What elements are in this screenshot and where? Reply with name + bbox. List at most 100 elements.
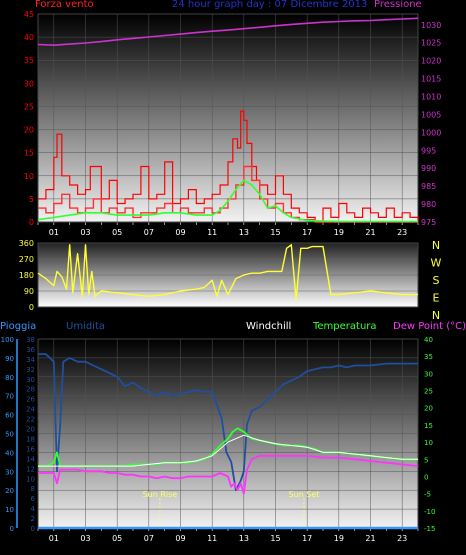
- y3-tick-label: 10: [424, 439, 433, 447]
- y2-tick-label: 20: [26, 426, 35, 434]
- y-tick-label: 15: [24, 149, 34, 158]
- y-tick-label: 100: [1, 336, 14, 344]
- y-tick-label: 50: [5, 431, 14, 439]
- y2-tick-label: 32: [26, 366, 35, 374]
- x-tick-label: 11: [207, 534, 217, 543]
- y2-tick-label: 6: [31, 495, 36, 503]
- compass-label: E: [433, 292, 440, 305]
- plot-background: [38, 14, 418, 222]
- y3-tick-label: -10: [424, 508, 435, 516]
- x-tick-label: 15: [270, 228, 280, 237]
- y2-tick-label: 995: [421, 146, 436, 155]
- compass-label: N: [432, 239, 440, 252]
- y-tick-label: 10: [24, 172, 34, 181]
- y2-tick-label: 1020: [421, 57, 441, 66]
- wind-average-line: [37, 179, 418, 223]
- y2-tick-label: 24: [26, 406, 35, 414]
- windchill-line: [38, 434, 418, 467]
- y3-tick-label: 40: [424, 336, 433, 344]
- y-tick-label: 30: [24, 79, 34, 88]
- y2-tick-label: 36: [26, 346, 35, 354]
- x-tick-label: 23: [397, 228, 407, 237]
- y2-tick-label: 990: [421, 164, 436, 173]
- y-tick-label: 360: [19, 239, 34, 248]
- x-tick-label: 13: [239, 228, 249, 237]
- y-tick-label: 90: [5, 355, 14, 363]
- pressure-line: [37, 17, 419, 47]
- y2-tick-label: 1005: [421, 110, 441, 119]
- y2-tick-label: 30: [26, 376, 35, 384]
- sun-marker-label: Sun Rise: [143, 490, 178, 499]
- x-tick-label: 19: [334, 228, 344, 237]
- y-tick-label: 10: [5, 506, 14, 514]
- y-tick-label: 20: [24, 126, 34, 135]
- humidity-label: Umidita: [66, 321, 106, 332]
- y-tick-label: 0: [10, 525, 14, 533]
- compass-label: S: [433, 274, 440, 287]
- x-tick-label: 09: [175, 228, 185, 237]
- y3-tick-label: 25: [424, 388, 433, 396]
- y2-tick-label: 1015: [421, 75, 441, 84]
- y3-tick-label: 15: [424, 422, 433, 430]
- y-tick-label: 60: [5, 412, 14, 420]
- temperature-humidity-panel: 0102030405060708090100024681012141618202…: [1, 336, 436, 543]
- x-tick-label: 19: [334, 534, 344, 543]
- y2-tick-label: 980: [421, 200, 436, 209]
- direction-line: [37, 244, 418, 301]
- rain-label: Pioggia: [0, 321, 37, 332]
- y-tick-label: 25: [24, 102, 34, 111]
- y2-tick-label: 2: [31, 515, 35, 523]
- y-tick-label: 20: [5, 487, 14, 495]
- x-tick-label: 21: [365, 534, 375, 543]
- graph-title: 24 hour graph day : 07 Dicembre 2013: [172, 0, 368, 10]
- dewpoint-line: [38, 454, 419, 495]
- y-tick-label: 90: [24, 287, 34, 296]
- y-tick-label: 0: [29, 303, 34, 312]
- compass-label: W: [431, 257, 442, 270]
- compass-label: N: [432, 309, 440, 322]
- y-tick-label: 30: [5, 468, 14, 476]
- x-tick-label: 17: [302, 228, 312, 237]
- x-tick-label: 03: [80, 228, 90, 237]
- x-tick-label: 05: [112, 228, 122, 237]
- y3-tick-label: 5: [424, 456, 428, 464]
- y2-tick-label: 18: [26, 435, 35, 443]
- x-tick-label: 05: [112, 534, 122, 543]
- y2-tick-label: 26: [26, 396, 35, 404]
- x-tick-label: 15: [270, 534, 280, 543]
- y2-tick-label: 8: [31, 485, 35, 493]
- y3-tick-label: 30: [424, 370, 433, 378]
- y-tick-label: 270: [19, 255, 34, 264]
- y2-tick-label: 28: [26, 386, 35, 394]
- x-tick-label: 01: [49, 534, 59, 543]
- x-tick-label: 01: [49, 228, 59, 237]
- x-tick-label: 09: [175, 534, 185, 543]
- y-tick-label: 70: [5, 393, 14, 401]
- y-tick-label: 180: [19, 271, 34, 280]
- y3-tick-label: 0: [424, 473, 428, 481]
- y2-tick-label: 1030: [421, 21, 441, 30]
- sun-marker-label: Sun Set: [289, 490, 320, 499]
- plot-frame: [37, 13, 419, 223]
- y-tick-label: 40: [24, 33, 34, 42]
- y2-tick-label: 1010: [421, 92, 441, 101]
- y3-tick-label: -5: [424, 491, 431, 499]
- y-tick-label: 0: [29, 218, 34, 227]
- y3-tick-label: 20: [424, 405, 433, 413]
- y2-tick-label: 14: [26, 455, 35, 463]
- y2-tick-label: 16: [26, 445, 35, 453]
- pressure-label: Pressione: [374, 0, 422, 10]
- plot-frame: [37, 242, 419, 308]
- y2-tick-label: 4: [31, 505, 36, 513]
- x-tick-label: 03: [80, 534, 90, 543]
- y2-tick-label: 1000: [421, 128, 441, 137]
- y2-tick-label: 0: [31, 525, 35, 533]
- x-tick-label: 17: [302, 534, 312, 543]
- temperature-label: Temperatura: [313, 321, 377, 332]
- humidity-line: [38, 353, 418, 492]
- y2-tick-label: 975: [421, 218, 436, 227]
- wind-speed-label: Forza vento: [35, 0, 94, 10]
- y2-tick-label: 985: [421, 182, 436, 191]
